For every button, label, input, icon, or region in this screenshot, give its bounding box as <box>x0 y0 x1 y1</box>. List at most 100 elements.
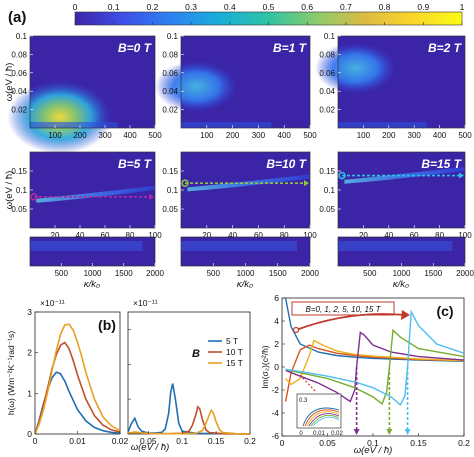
field-label: B=5 T <box>118 157 153 171</box>
field-label: B=1 T <box>273 41 308 55</box>
annotation-arrow <box>295 313 406 331</box>
heatmap-subplot: B=10 T 0.15 0.1 0.05 20 40 60 80 100 <box>162 151 317 240</box>
annotation-origin <box>292 326 300 334</box>
y-tick-label: 0.1 <box>324 186 336 195</box>
x-tick-label: 1500 <box>424 269 442 278</box>
inset-line <box>312 416 340 427</box>
y-tick-label: 0.1 <box>16 32 28 41</box>
x-tick-label: 0 <box>280 438 285 448</box>
x-tick-label: 200 <box>382 131 396 140</box>
x-tick-label: 0.1 <box>176 436 188 446</box>
heatmap-band <box>30 122 118 128</box>
x-tick-label: 80 <box>435 231 444 240</box>
x-tick-label: 40 <box>384 231 393 240</box>
heatmap-background <box>338 152 465 228</box>
x-tick-label: 500 <box>458 131 472 140</box>
x-tick-label: 500 <box>303 131 317 140</box>
series-line <box>127 408 251 435</box>
y-tick-label: 0.02 <box>162 106 178 115</box>
marker-arrow <box>459 172 464 179</box>
colorbar-tick-label: 0.5 <box>263 2 275 12</box>
y-tick-label: -6 <box>271 431 279 441</box>
multiplier-label: ×10⁻¹¹ <box>40 298 65 308</box>
x-tick-label: 0.05 <box>319 438 336 448</box>
colorbar-tick-label: 0.7 <box>340 2 352 12</box>
panel-b: 0 0.01 0.02 0 1 2 3 0.05 0.1 0.15 0.2 ×10⁻¹¹ ×10⁻¹¹ (… <box>6 298 256 453</box>
annotation-box <box>291 301 395 316</box>
heatmap-subplot: B=0 T 0.1 0.08 0.06 0.04 0.02 100 200 300 400 500 <box>7 32 162 154</box>
series-line <box>284 298 464 362</box>
x-tick-label: 1500 <box>269 269 287 278</box>
x-tick-label: 80 <box>126 231 135 240</box>
y-axis-label: h(ω) (Wm⁻²K⁻¹rad⁻¹s) <box>6 331 16 415</box>
inset-line <box>304 409 340 427</box>
plot-frame <box>127 311 251 435</box>
x-tick-label: 1000 <box>84 269 102 278</box>
heatmap-peak <box>155 60 238 113</box>
series-line <box>284 344 464 402</box>
y-tick-label: 0.05 <box>162 205 178 214</box>
heatmap-subplot: 500 1000 1500 2000 <box>180 236 319 278</box>
x-axis-label: ω(eV / ħ) <box>131 442 170 453</box>
y-tick-label: 6 <box>274 293 279 303</box>
panel-label-c: (c) <box>436 303 453 319</box>
x-tick-label: 500 <box>363 269 377 278</box>
x-tick-label: 100 <box>48 131 62 140</box>
annotation-arrowhead <box>401 310 410 320</box>
series-line <box>285 328 464 405</box>
colorbar-tick-label: 0.4 <box>224 2 236 12</box>
x-tick-label: 0.2 <box>458 438 470 448</box>
series-group <box>284 298 464 407</box>
x-tick-label: 60 <box>410 231 419 240</box>
inset-line <box>306 411 340 427</box>
x-axis-label: κ/k₀ <box>393 279 409 290</box>
x-tick-label: 1000 <box>237 269 255 278</box>
x-tick-label: 500 <box>207 269 221 278</box>
heatmap-subplot: B=1 T 0.1 0.08 0.06 0.04 0.02 100 200 300 400 500 <box>155 32 317 140</box>
inset-tick-label: 0.01 <box>313 431 325 437</box>
y-tick-label: 0 <box>274 362 279 372</box>
series-line <box>34 341 121 435</box>
inset-line <box>302 407 340 427</box>
plot-axes: 0 0.01 0.02 0 1 2 3 <box>27 307 128 446</box>
heatmap-subplot: B=2 T 0.1 0.08 0.06 0.04 0.02 100 200 300 400 500 <box>315 32 472 140</box>
x-tick-label: 200 <box>73 131 87 140</box>
marker-circle <box>338 171 346 180</box>
x-tick-label: 2000 <box>456 269 474 278</box>
x-tick-label: 0.15 <box>410 438 427 448</box>
resonance-arrow <box>404 429 411 435</box>
panel-label-a: (a) <box>8 9 26 26</box>
series-line <box>34 323 121 435</box>
series-line <box>127 383 251 435</box>
heatmap-streak <box>36 185 155 203</box>
x-tick-label: 20 <box>202 231 211 240</box>
x-tick-label: 20 <box>359 231 368 240</box>
x-axis-label: κ/k₀ <box>84 279 100 290</box>
x-tick-label: 100 <box>303 231 317 240</box>
x-tick-label: 300 <box>408 131 422 140</box>
colorbar-tick-label: 0.3 <box>185 2 197 12</box>
y-tick-label: 0.06 <box>162 69 178 78</box>
y-tick-label: 0.1 <box>167 32 179 41</box>
marker-arrow <box>149 193 154 200</box>
heatmap-band <box>30 241 143 251</box>
heatmap-subplot: B=15 T 0.15 0.1 0.05 20 40 60 80 100 <box>319 151 472 240</box>
x-tick-label: 200 <box>226 131 240 140</box>
x-tick-label: 400 <box>123 131 137 140</box>
series-line <box>285 309 464 407</box>
inset-tick-label: 0.3 <box>299 398 308 404</box>
field-label: B=2 T <box>428 41 463 55</box>
legend-label: 5 T <box>226 336 238 346</box>
y-tick-label: 0.04 <box>319 87 335 96</box>
colorbar-tick-label: 0.9 <box>417 2 429 12</box>
y-tick-label: 0.1 <box>167 186 179 195</box>
y-tick-label: -2 <box>271 385 279 395</box>
x-axis-label: ω(eV / ħ) <box>354 445 393 456</box>
x-tick-label: 500 <box>55 269 69 278</box>
x-tick-label: 40 <box>228 231 237 240</box>
x-tick-label: 500 <box>148 131 162 140</box>
x-axis-label: κ/k₀ <box>237 279 253 290</box>
resonance-arrow <box>353 429 360 435</box>
